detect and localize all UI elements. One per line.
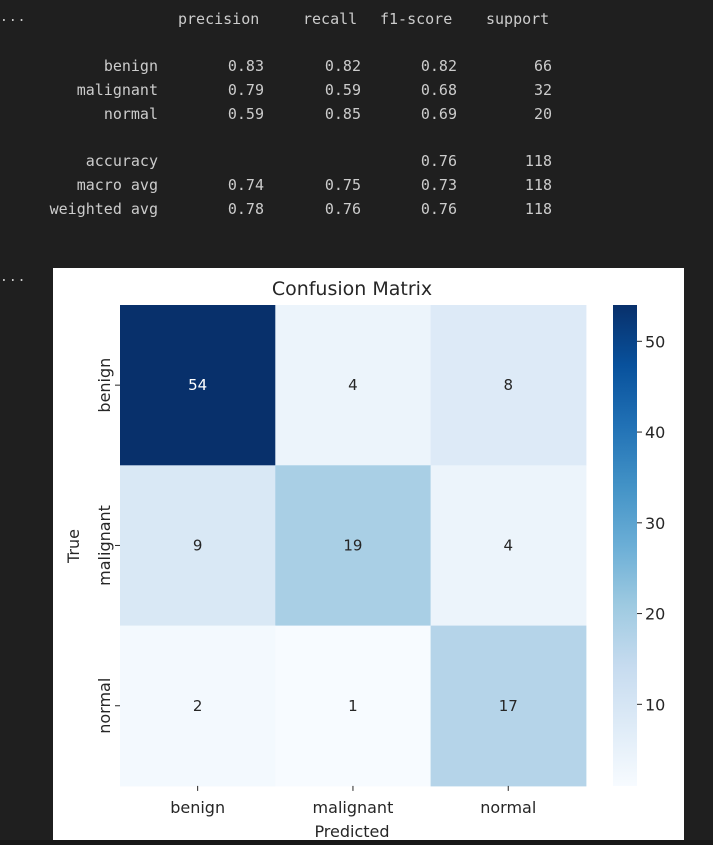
report-row-label: malignant (76, 81, 158, 99)
confusion-matrix-chart: Confusion Matrix Predicted True 54 4 8 9 19 4… (64, 278, 665, 841)
report-summary-support: 118 (524, 200, 552, 218)
colorbar (613, 305, 637, 786)
report-summary-label: macro avg (76, 176, 158, 194)
x-tick-label: benign (170, 798, 225, 817)
header-support: support (486, 10, 550, 28)
report-row-support: 20 (533, 105, 552, 123)
header-recall: recall (303, 10, 358, 28)
chart-title: Confusion Matrix (272, 278, 432, 300)
colorbar-tick-label: 40 (645, 423, 665, 442)
report-row-support: 32 (533, 81, 552, 99)
report-summary-recall: 0.75 (324, 176, 361, 194)
x-axis-label: Predicted (314, 822, 389, 840)
report-summary-label: weighted avg (49, 200, 158, 218)
report-summary-recall: 0.76 (324, 200, 361, 218)
header-f1: f1-score (380, 10, 453, 28)
x-tick-label: malignant (313, 798, 394, 817)
report-summary-precision: 0.78 (227, 200, 264, 218)
heatmap-cell (275, 305, 432, 466)
x-ticks: benign malignant normal (170, 785, 536, 817)
colorbar-tick-label: 10 (645, 695, 665, 714)
heatmap-cell (120, 465, 276, 627)
report-row-label: benign (103, 57, 158, 75)
report-summary-label: accuracy (85, 152, 158, 170)
x-tick-label: normal (480, 798, 536, 817)
cell-value-label: 17 (499, 697, 518, 715)
classification-report: precision recall f1-score support benign… (0, 0, 713, 240)
heatmap-cell (120, 305, 276, 466)
y-axis-label: True (64, 529, 83, 564)
report-summary-f1: 0.76 (420, 200, 457, 218)
report-row-recall: 0.59 (324, 81, 361, 99)
bottom-bar (0, 840, 713, 845)
cell-value-label: 4 (503, 536, 513, 554)
report-summary-support: 118 (524, 176, 552, 194)
report-row-f1: 0.69 (420, 105, 457, 123)
heatmap-cell (275, 625, 432, 787)
colorbar-tick-label: 50 (645, 332, 665, 351)
colorbar-tick-label: 20 (645, 605, 665, 624)
heatmap-cell (430, 305, 587, 466)
report-summary-support: 118 (524, 152, 552, 170)
report-summary-precision: 0.74 (227, 176, 264, 194)
report-row-recall: 0.82 (324, 57, 361, 75)
cell-value-label: 4 (348, 376, 358, 394)
output-prefix-report[interactable]: ... (0, 10, 27, 25)
colorbar-ticks: 10 20 30 40 50 (637, 332, 665, 714)
report-row-support: 66 (533, 57, 552, 75)
report-row-recall: 0.85 (324, 105, 361, 123)
header-precision: precision (178, 10, 260, 28)
y-ticks: benign malignant normal (95, 358, 120, 734)
heatmap-cell (275, 465, 432, 627)
y-tick-label: benign (95, 358, 114, 413)
report-summary-f1: 0.76 (420, 152, 457, 170)
cell-value-label: 1 (348, 697, 358, 715)
cell-value-label: 8 (503, 376, 513, 394)
y-tick-label: normal (95, 678, 114, 734)
report-row-f1: 0.68 (420, 81, 457, 99)
heatmap-cell (120, 625, 276, 787)
cell-value-label: 2 (193, 697, 203, 715)
output-prefix-figure[interactable]: ... (0, 270, 27, 285)
report-summary-f1: 0.73 (420, 176, 457, 194)
heatmap-cell (430, 465, 587, 627)
report-row-precision: 0.79 (227, 81, 264, 99)
heatmap-cell (430, 625, 587, 787)
confusion-matrix-figure: Confusion Matrix Predicted True 54 4 8 9 19 4… (53, 268, 684, 841)
cell-value-label: 9 (193, 536, 203, 554)
report-row-precision: 0.83 (227, 57, 264, 75)
y-tick-label: malignant (95, 505, 114, 586)
report-row-label: normal (103, 105, 158, 123)
report-row-f1: 0.82 (420, 57, 457, 75)
cell-value-label: 19 (343, 536, 362, 554)
report-row-precision: 0.59 (227, 105, 264, 123)
colorbar-tick-label: 30 (645, 514, 665, 533)
cell-value-label: 54 (188, 376, 207, 394)
heatmap-cells: 54 4 8 9 19 4 2 1 17 (120, 305, 587, 787)
